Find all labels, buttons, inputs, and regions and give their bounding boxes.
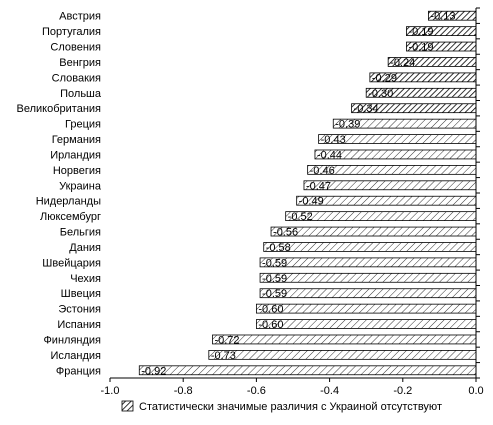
category-label: Финляндия bbox=[43, 334, 101, 346]
category-label: Бельгия bbox=[60, 227, 101, 239]
bar bbox=[212, 334, 477, 345]
category-label: Швеция bbox=[61, 288, 101, 300]
category-label: Словения bbox=[50, 42, 101, 54]
value-label: -0.39 bbox=[335, 119, 360, 131]
category-label: Португалия bbox=[42, 26, 101, 38]
value-label: -0.24 bbox=[390, 57, 415, 69]
x-tick-label: -0.2 bbox=[393, 385, 412, 397]
value-label: -0.60 bbox=[258, 319, 283, 331]
value-label: -0.92 bbox=[141, 365, 166, 377]
value-label: -0.47 bbox=[306, 180, 331, 192]
category-label: Нидерланды bbox=[36, 196, 101, 208]
x-tick-label: -0.4 bbox=[320, 385, 339, 397]
value-label: -0.52 bbox=[288, 211, 313, 223]
bar bbox=[138, 365, 477, 376]
category-label: Германия bbox=[52, 134, 101, 146]
category-label: Эстония bbox=[58, 304, 101, 316]
value-label: -0.49 bbox=[299, 196, 324, 208]
value-label: -0.44 bbox=[317, 149, 342, 161]
value-label: -0.56 bbox=[273, 227, 298, 239]
category-label: Австрия bbox=[59, 11, 101, 23]
value-label: -0.43 bbox=[321, 134, 346, 146]
value-label: -0.13 bbox=[430, 11, 455, 23]
category-label: Польша bbox=[60, 88, 102, 100]
value-label: -0.73 bbox=[211, 350, 236, 362]
value-label: -0.19 bbox=[408, 42, 433, 54]
bar bbox=[255, 303, 477, 314]
bar bbox=[259, 288, 477, 299]
legend: Статистически значимые различия с Украин… bbox=[121, 400, 442, 413]
category-label: Словакия bbox=[52, 72, 101, 84]
value-label: -0.46 bbox=[310, 165, 335, 177]
bar bbox=[259, 257, 477, 268]
value-label: -0.34 bbox=[354, 103, 379, 115]
legend-label: Статистически значимые различия с Украин… bbox=[139, 401, 442, 413]
bar bbox=[208, 350, 477, 360]
category-label: Люксембург bbox=[40, 211, 101, 223]
category-label: Испания bbox=[57, 319, 101, 331]
legend-swatch bbox=[121, 400, 134, 412]
value-label: -0.29 bbox=[372, 72, 397, 84]
category-label: Чехия bbox=[70, 273, 101, 285]
category-label: Исландия bbox=[50, 350, 101, 362]
bar bbox=[270, 226, 477, 237]
value-label: -0.19 bbox=[408, 26, 433, 38]
value-label: -0.30 bbox=[368, 88, 393, 100]
category-label: Украина bbox=[59, 180, 102, 192]
value-label: -0.58 bbox=[266, 242, 291, 254]
bar bbox=[259, 272, 477, 283]
value-label: -0.59 bbox=[262, 273, 287, 285]
category-label: Франция bbox=[56, 365, 101, 377]
value-label: -0.72 bbox=[214, 334, 239, 346]
x-tick-label: -0.6 bbox=[247, 385, 266, 397]
category-label: Дания bbox=[69, 242, 101, 254]
x-tick-label: 0.0 bbox=[468, 385, 483, 397]
category-label: Греция bbox=[65, 119, 101, 131]
category-label: Ирландия bbox=[50, 149, 101, 161]
bar bbox=[255, 319, 477, 329]
value-label: -0.59 bbox=[262, 257, 287, 269]
x-tick-label: -0.8 bbox=[174, 385, 193, 397]
value-label: -0.59 bbox=[262, 288, 287, 300]
category-label: Венгрия bbox=[59, 57, 101, 69]
category-label: Великобритания bbox=[17, 103, 102, 115]
category-label: Норвегия bbox=[53, 165, 101, 177]
category-label: Швейцария bbox=[42, 257, 101, 269]
plot-area: Австрия -0.13 Португалия -0.19 Словения -0.19… bbox=[17, 7, 484, 397]
bar bbox=[263, 242, 477, 252]
bar bbox=[285, 211, 477, 221]
value-label: -0.60 bbox=[258, 304, 283, 316]
x-tick-label: -1.0 bbox=[101, 385, 120, 397]
